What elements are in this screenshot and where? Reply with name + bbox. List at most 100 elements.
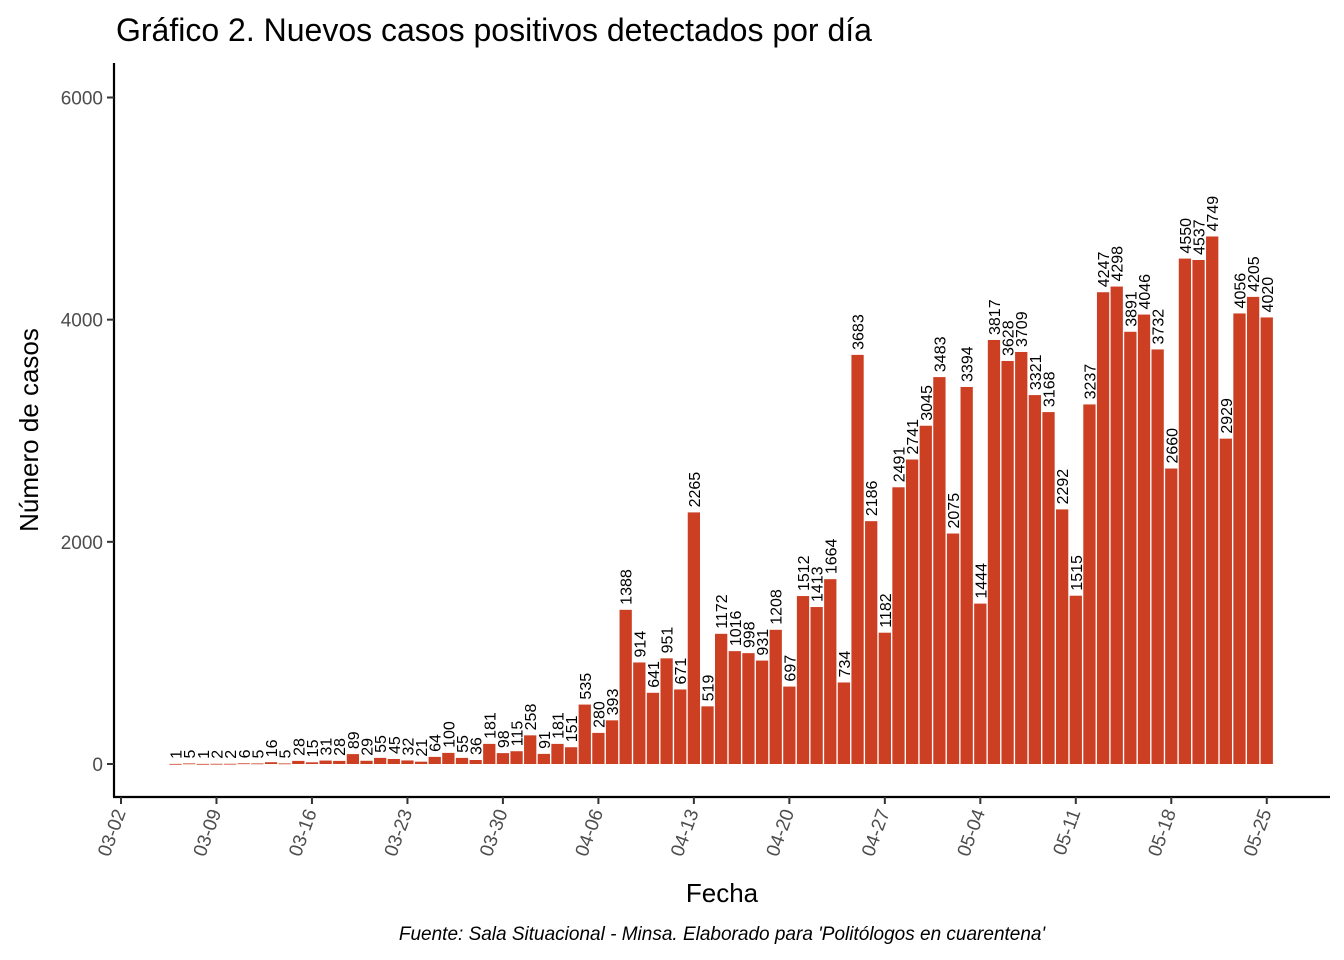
bar-label: 1 [169, 750, 186, 759]
bar [742, 653, 755, 764]
bar [196, 763, 209, 765]
bar [728, 651, 741, 764]
bar [783, 686, 796, 764]
bar-label: 2660 [1164, 428, 1181, 464]
bar [305, 762, 319, 764]
bar [946, 533, 960, 764]
bar [878, 632, 891, 764]
x-tick-label: 04-06 [572, 807, 608, 860]
bar-label: 21 [414, 739, 431, 757]
bar [1219, 438, 1232, 764]
bar-label: 151 [564, 715, 581, 742]
bar-label: 1515 [1069, 555, 1086, 591]
bar [414, 761, 428, 764]
bar-label: 1512 [796, 555, 813, 591]
bar-label: 5 [182, 749, 199, 758]
bar [524, 735, 537, 764]
bar [1028, 395, 1042, 764]
bar [1015, 351, 1028, 764]
bar [1096, 292, 1110, 764]
bar-label: 3732 [1151, 309, 1168, 345]
bar [851, 354, 864, 764]
bar [1124, 331, 1137, 764]
bar-label: 931 [755, 629, 772, 656]
bar-label: 3817 [987, 299, 1004, 335]
bar-label: 393 [605, 689, 622, 716]
bar [360, 760, 373, 764]
bar-label: 181 [482, 712, 499, 739]
bar-label: 28 [291, 738, 308, 756]
bar [755, 660, 769, 764]
bar-label: 258 [523, 704, 540, 731]
x-tick-label: 03-16 [285, 807, 321, 860]
bar [919, 425, 932, 764]
bar-label: 45 [387, 736, 404, 754]
bar [428, 756, 441, 764]
bar [374, 757, 387, 764]
bar-label: 3628 [1001, 320, 1018, 356]
bar [987, 339, 1001, 764]
bar [1137, 314, 1151, 764]
bar-label: 951 [660, 627, 677, 654]
bar-label: 535 [578, 673, 595, 700]
bar [319, 760, 332, 764]
bar [483, 743, 496, 764]
x-tick-label: 04-20 [763, 807, 799, 860]
bar [387, 759, 400, 764]
bar-label: 115 [510, 721, 527, 747]
bar [960, 386, 973, 764]
bar [237, 763, 250, 765]
bar-label: 280 [591, 701, 608, 728]
bar-label: 55 [455, 735, 472, 753]
bar [1001, 360, 1014, 764]
bar-label: 28 [332, 738, 349, 756]
caption: Fuente: Sala Situacional - Minsa. Elabor… [399, 924, 1047, 945]
bar-label: 1 [196, 750, 213, 759]
bar [1178, 258, 1192, 764]
bar [701, 706, 714, 764]
bar [592, 732, 605, 764]
bar-label: 31 [319, 738, 336, 756]
bar [537, 753, 550, 764]
bar [687, 512, 701, 764]
bar-label: 4247 [1096, 252, 1113, 288]
bar [865, 521, 878, 764]
bar-label: 3045 [919, 385, 936, 421]
bar [905, 459, 919, 764]
bar [974, 603, 987, 764]
bar-label: 4537 [1192, 219, 1209, 255]
bar [169, 763, 182, 765]
bar [837, 682, 851, 764]
bar-label: 4550 [1178, 218, 1195, 254]
bar [578, 704, 591, 764]
bar-label: 1208 [769, 589, 786, 625]
bar [769, 629, 782, 764]
y-tick-label: 6000 [61, 89, 103, 110]
bar [1206, 236, 1219, 765]
bar-label: 3891 [1123, 291, 1140, 327]
bar-label: 2929 [1219, 398, 1236, 434]
x-tick-label: 05-18 [1145, 807, 1181, 860]
bar-label: 1664 [823, 538, 840, 574]
y-ticks-group: 0 2000 4000 6000 [61, 89, 114, 776]
bar-label: 2265 [687, 472, 704, 508]
bar-label: 1182 [878, 593, 895, 628]
bar [674, 689, 687, 764]
bar [892, 487, 905, 764]
x-tick-label: 05-25 [1240, 807, 1276, 860]
bar-label: 29 [360, 738, 377, 756]
chart-title: Gráfico 2. Nuevos casos positivos detect… [116, 12, 872, 48]
bar-label: 32 [400, 738, 417, 756]
x-ticks-group: 03-02 03-09 03-16 03-23 03-30 04-06 04-13 04-20… [94, 797, 1276, 859]
bar-label: 1388 [619, 569, 636, 605]
bar [1260, 317, 1273, 764]
bar [292, 760, 305, 764]
bar-label: 2075 [946, 493, 963, 529]
bar [183, 763, 196, 765]
bar-label: 55 [373, 735, 390, 753]
bar [1042, 412, 1055, 764]
bar-label: 4749 [1205, 196, 1222, 232]
bar [796, 596, 810, 764]
bar-label: 3168 [1042, 371, 1059, 407]
bar [442, 752, 455, 764]
